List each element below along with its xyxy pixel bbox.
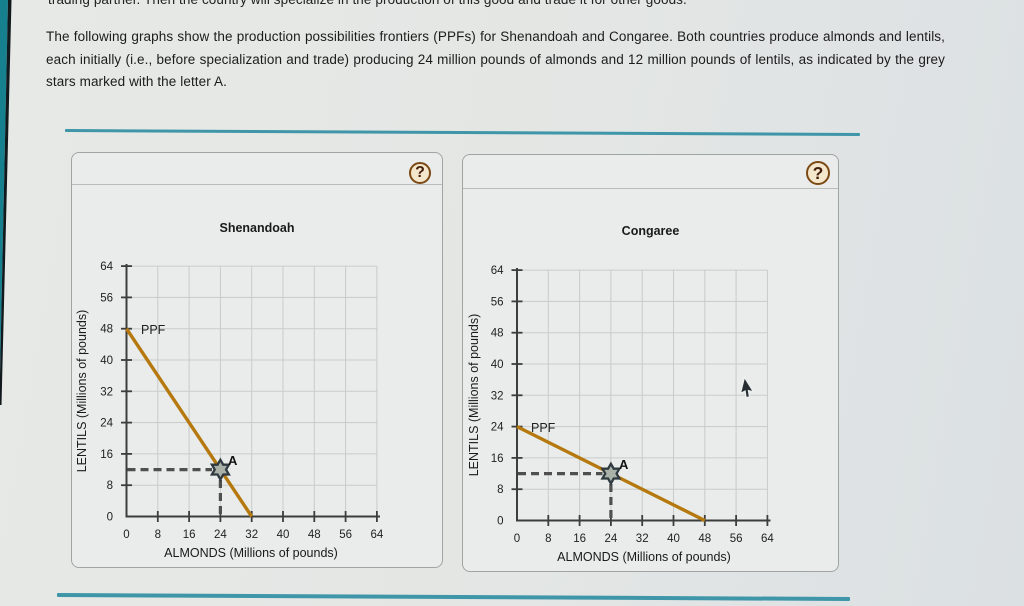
svg-text:0: 0: [123, 529, 129, 541]
svg-text:40: 40: [100, 355, 113, 367]
svg-text:PPF: PPF: [141, 323, 166, 337]
svg-text:0: 0: [497, 516, 503, 528]
svg-text:24: 24: [214, 529, 227, 541]
svg-text:48: 48: [100, 324, 113, 336]
svg-text:24: 24: [100, 418, 113, 430]
svg-text:PPF: PPF: [531, 421, 556, 435]
svg-text:ALMONDS (Millions of pounds): ALMONDS (Millions of pounds): [557, 550, 731, 564]
svg-text:16: 16: [183, 529, 196, 541]
svg-text:8: 8: [107, 480, 113, 492]
svg-text:8: 8: [155, 529, 161, 541]
svg-text:24: 24: [491, 422, 504, 434]
svg-text:64: 64: [100, 261, 113, 273]
svg-text:40: 40: [491, 359, 504, 371]
svg-text:A: A: [619, 457, 629, 472]
svg-text:8: 8: [545, 533, 551, 545]
svg-text:48: 48: [491, 328, 504, 340]
svg-text:8: 8: [497, 484, 503, 496]
svg-text:32: 32: [100, 386, 113, 398]
svg-text:0: 0: [514, 533, 520, 545]
svg-text:64: 64: [371, 529, 384, 541]
svg-text:64: 64: [491, 265, 504, 277]
svg-text:32: 32: [636, 533, 649, 545]
svg-text:16: 16: [100, 449, 113, 461]
svg-text:32: 32: [491, 390, 504, 402]
svg-text:48: 48: [308, 529, 321, 541]
svg-text:56: 56: [491, 296, 504, 308]
svg-text:16: 16: [491, 453, 504, 465]
svg-text:56: 56: [100, 292, 113, 304]
svg-text:56: 56: [339, 529, 352, 541]
svg-text:A: A: [228, 453, 238, 468]
svg-text:40: 40: [277, 529, 290, 541]
svg-text:56: 56: [730, 533, 743, 545]
svg-text:48: 48: [698, 533, 711, 545]
svg-text:64: 64: [761, 533, 774, 545]
svg-text:LENTILS (Millions of pounds): LENTILS (Millions of pounds): [75, 310, 89, 473]
svg-text:0: 0: [107, 512, 113, 524]
svg-text:LENTILS (Millions of pounds): LENTILS (Millions of pounds): [467, 314, 481, 477]
svg-text:24: 24: [605, 533, 618, 545]
svg-text:32: 32: [245, 529, 258, 541]
svg-text:40: 40: [667, 533, 680, 545]
svg-text:16: 16: [573, 533, 586, 545]
svg-text:ALMONDS (Millions of pounds): ALMONDS (Millions of pounds): [164, 546, 338, 560]
